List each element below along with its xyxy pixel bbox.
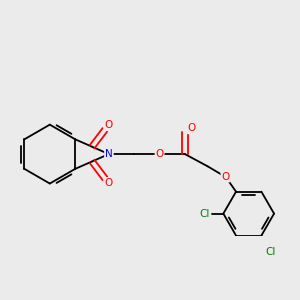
Text: N: N — [105, 149, 113, 159]
Text: O: O — [104, 120, 112, 130]
Text: O: O — [221, 172, 230, 182]
Text: O: O — [104, 178, 112, 188]
Text: Cl: Cl — [266, 247, 276, 257]
Text: Cl: Cl — [200, 208, 210, 219]
Text: O: O — [187, 123, 196, 133]
Text: O: O — [155, 149, 164, 159]
